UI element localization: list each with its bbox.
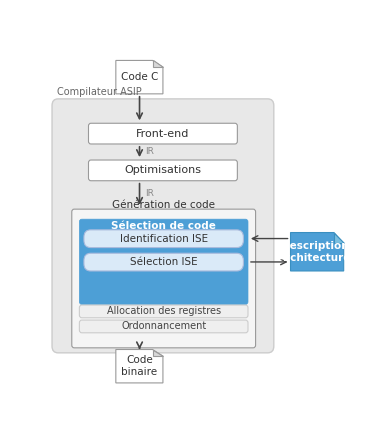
FancyBboxPatch shape bbox=[84, 253, 243, 271]
FancyBboxPatch shape bbox=[84, 230, 243, 247]
Text: Front-end: Front-end bbox=[136, 128, 190, 138]
Polygon shape bbox=[116, 60, 163, 94]
Polygon shape bbox=[152, 60, 163, 67]
FancyBboxPatch shape bbox=[72, 209, 256, 348]
Polygon shape bbox=[290, 233, 344, 271]
Text: Compilateur ASIP: Compilateur ASIP bbox=[56, 87, 142, 97]
Text: Code
binaire: Code binaire bbox=[121, 355, 158, 377]
FancyBboxPatch shape bbox=[79, 219, 248, 304]
FancyBboxPatch shape bbox=[52, 99, 274, 353]
Text: IR: IR bbox=[145, 189, 154, 197]
Polygon shape bbox=[116, 349, 163, 383]
Text: Sélection de code: Sélection de code bbox=[111, 221, 216, 231]
Text: Identification ISE: Identification ISE bbox=[120, 234, 208, 244]
FancyBboxPatch shape bbox=[89, 160, 237, 181]
Polygon shape bbox=[152, 349, 163, 356]
FancyBboxPatch shape bbox=[89, 123, 237, 144]
FancyBboxPatch shape bbox=[79, 305, 248, 318]
FancyBboxPatch shape bbox=[79, 320, 248, 333]
Text: Optimisations: Optimisations bbox=[124, 165, 201, 175]
Text: IR: IR bbox=[145, 147, 154, 156]
Text: Description
Architecture: Description Architecture bbox=[278, 241, 351, 263]
Text: Sélection ISE: Sélection ISE bbox=[130, 257, 198, 267]
Polygon shape bbox=[334, 233, 344, 243]
Text: Ordonnancement: Ordonnancement bbox=[121, 322, 206, 332]
Text: Code C: Code C bbox=[121, 72, 158, 82]
Text: Génération de code: Génération de code bbox=[112, 200, 215, 210]
Text: Allocation des registres: Allocation des registres bbox=[107, 306, 221, 316]
